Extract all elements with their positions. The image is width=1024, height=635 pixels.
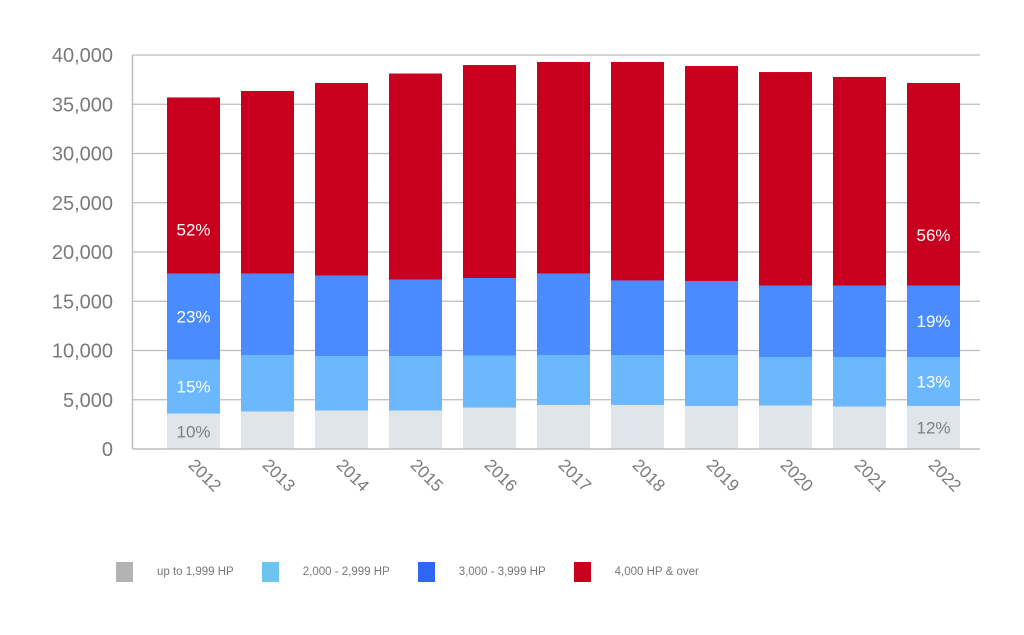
y-tick-label: 40,000 <box>52 45 113 67</box>
legend: up to 1,999 HP 2,000 - 2,999 HP 3,000 - … <box>116 562 699 582</box>
legend-swatch <box>573 562 591 582</box>
data-label: 15% <box>176 378 210 397</box>
legend-item-2000-2999: 2,000 - 2,999 HP <box>261 562 390 582</box>
y-axis-ticks: 0 5,000 10,000 15,000 20,000 25,000 30,000 35,0… <box>52 45 113 461</box>
bar-segment <box>463 355 516 408</box>
x-tick-label: 2013 <box>259 455 299 495</box>
bar-segment <box>833 406 886 449</box>
bar-segment <box>167 97 220 274</box>
bar-segment <box>389 279 442 357</box>
bar-segment <box>685 280 738 356</box>
y-tick-label: 20,000 <box>52 242 113 264</box>
x-tick-label: 2022 <box>925 455 965 495</box>
legend-label: up to 1,999 HP <box>157 566 234 578</box>
bar-segment <box>685 355 738 406</box>
bar-segment <box>463 278 516 356</box>
axes <box>131 55 980 450</box>
bar-segment <box>315 82 368 276</box>
data-labels: 10% 15% 23% 52% 12% 13% 19% 56% <box>176 220 950 441</box>
legend-label: 4,000 HP & over <box>614 566 699 578</box>
x-tick-label: 2015 <box>407 455 447 495</box>
bar-segment <box>241 273 294 356</box>
y-tick-label: 0 <box>102 439 113 461</box>
y-tick-label: 35,000 <box>52 94 113 116</box>
bar-segment <box>537 61 590 274</box>
bars <box>167 61 960 449</box>
x-tick-label: 2014 <box>333 455 373 495</box>
bar-segment <box>611 280 664 356</box>
y-tick-label: 15,000 <box>52 291 113 313</box>
bar-segment <box>833 285 886 358</box>
data-label: 52% <box>176 220 210 239</box>
legend-swatch <box>417 562 435 582</box>
bar-segment <box>611 355 664 405</box>
legend-item-up-to-1999: up to 1,999 HP <box>116 562 234 582</box>
bar-segment <box>241 411 294 449</box>
bar-segment <box>833 357 886 407</box>
x-axis-ticks: 2012 2013 2014 2015 2016 2017 2018 2019 2020 2021… <box>185 455 965 495</box>
bar-segment <box>907 82 960 286</box>
bar-segment <box>167 359 220 414</box>
data-label: 23% <box>176 307 210 326</box>
legend-swatch <box>261 562 279 582</box>
legend-label: 3,000 - 3,999 HP <box>458 566 546 578</box>
bar-segment <box>167 413 220 449</box>
y-tick-label: 30,000 <box>52 144 113 166</box>
bar-segment <box>241 355 294 412</box>
bar-segment <box>537 273 590 356</box>
y-tick-label: 5,000 <box>63 390 113 412</box>
y-tick-label: 25,000 <box>52 193 113 215</box>
y-tick-label: 10,000 <box>52 341 113 363</box>
legend-item-4000-over: 4,000 HP & over <box>573 562 699 582</box>
bar-segment <box>315 410 368 449</box>
x-tick-label: 2019 <box>703 455 743 495</box>
x-tick-label: 2012 <box>185 455 225 495</box>
bar-segment <box>833 76 886 286</box>
bar-segment <box>389 73 442 280</box>
bar-segment <box>685 405 738 449</box>
data-label: 12% <box>916 418 950 437</box>
bar-segment <box>167 273 220 360</box>
bar-segment <box>463 407 516 449</box>
bar-segment <box>315 275 368 357</box>
bar-segment <box>759 405 812 449</box>
data-label: 19% <box>916 312 950 331</box>
bar-segment <box>759 357 812 406</box>
bar-segment <box>907 357 960 406</box>
data-label: 10% <box>176 422 210 441</box>
x-tick-label: 2017 <box>555 455 595 495</box>
bar-segment <box>537 355 590 405</box>
bar-segment <box>389 356 442 411</box>
bar-segment <box>463 65 516 279</box>
x-tick-label: 2020 <box>777 455 817 495</box>
bar-segment <box>611 61 664 281</box>
data-label: 13% <box>916 372 950 391</box>
legend-swatch <box>116 562 133 582</box>
x-tick-label: 2021 <box>851 455 891 495</box>
bar-segment <box>611 404 664 449</box>
x-tick-label: 2018 <box>629 455 669 495</box>
bar-segment <box>907 285 960 358</box>
bar-segment <box>759 72 812 286</box>
legend-item-3000-3999: 3,000 - 3,999 HP <box>417 562 546 582</box>
bar-segment <box>537 404 590 449</box>
data-label: 56% <box>916 226 950 245</box>
bar-segment <box>759 285 812 358</box>
x-tick-label: 2016 <box>481 455 521 495</box>
bar-segment <box>315 356 368 411</box>
bar-segment <box>685 66 738 281</box>
bar-segment <box>907 405 960 449</box>
bar-segment <box>241 90 294 274</box>
bar-segment <box>389 410 442 449</box>
legend-label: 2,000 - 2,999 HP <box>302 566 390 578</box>
